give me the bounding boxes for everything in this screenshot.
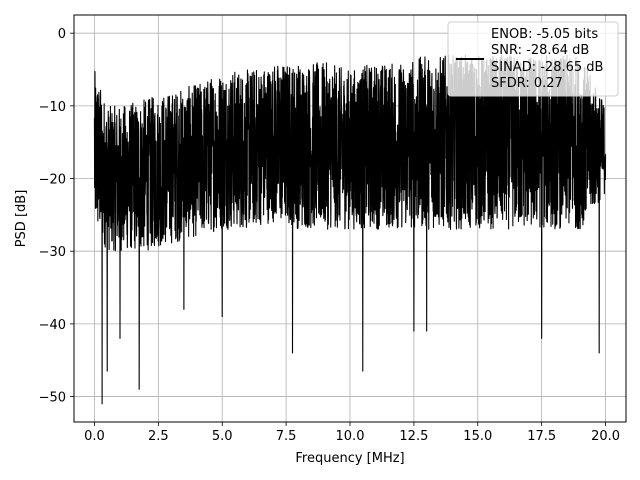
legend-sinad: SINAD: -28.65 dB (491, 60, 603, 75)
y-tick-label: 0 (58, 27, 66, 42)
axis-ticks (70, 32, 606, 426)
legend-sfdr: SFDR: 0.27 (491, 76, 563, 91)
x-axis-label: Frequency [MHz] (295, 451, 404, 466)
psd-series-line (93, 54, 607, 405)
legend-enob: ENOB: -5.05 bits (491, 27, 598, 42)
x-tick-label: 20.0 (591, 429, 620, 444)
y-tick-label: −50 (39, 391, 66, 406)
x-tick-label: 12.5 (399, 429, 428, 444)
y-axis-label: PSD [dB] (14, 190, 29, 248)
y-tick-label: −30 (39, 245, 66, 260)
x-tick-label: 2.5 (148, 429, 169, 444)
x-tick-label: 17.5 (527, 429, 556, 444)
y-tick-label: −10 (39, 100, 66, 115)
legend: ENOB: -5.05 bits SNR: -28.64 dB SINAD: -… (447, 21, 619, 97)
x-tick-label: 0.0 (84, 429, 105, 444)
x-tick-label: 5.0 (212, 429, 233, 444)
legend-snr: SNR: -28.64 dB (491, 43, 589, 58)
y-tick-label: −20 (39, 173, 66, 188)
legend-box (447, 21, 619, 97)
x-tick-label: 15.0 (463, 429, 492, 444)
psd-trace (93, 54, 607, 405)
x-tick-label: 7.5 (276, 429, 297, 444)
tick-labels: 0.0 2.5 5.0 7.5 10.0 12.5 15.0 17.5 20.0 0 −10 −20 −… (39, 27, 620, 444)
x-tick-label: 10.0 (336, 429, 365, 444)
y-tick-label: −40 (39, 318, 66, 333)
